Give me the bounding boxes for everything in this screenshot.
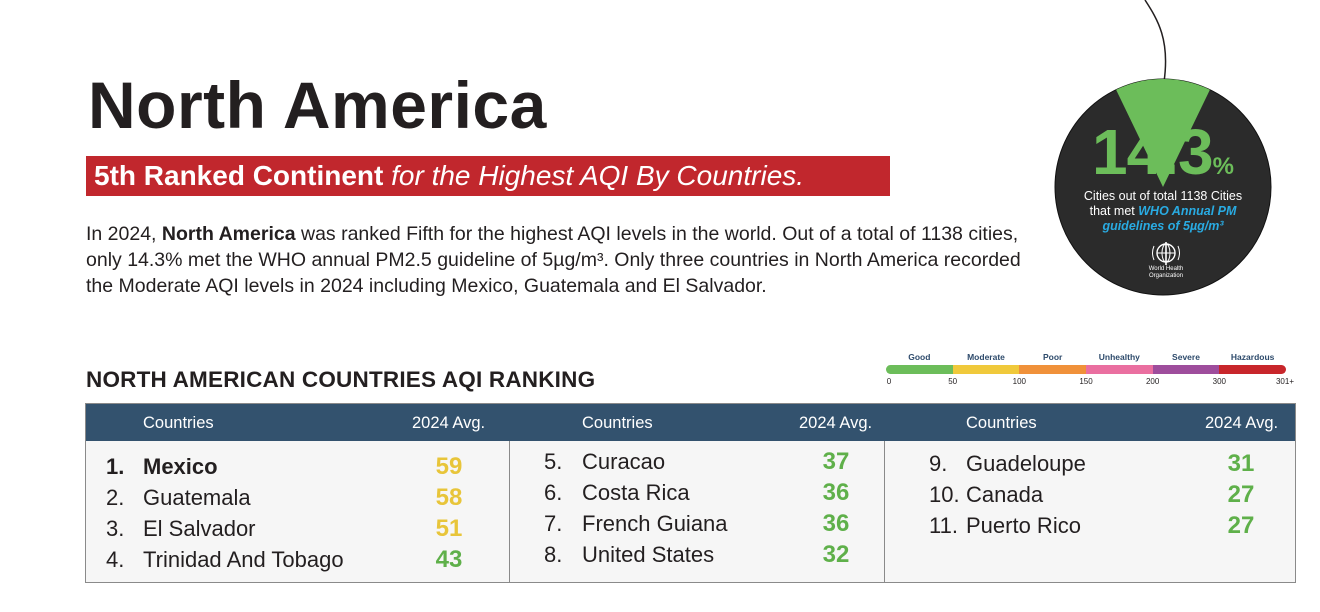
scale-tick: 150 [1079,377,1093,386]
country-name: Curacao [582,449,666,474]
rank-number: 4. [106,547,125,572]
country-name: El Salvador [143,516,256,541]
badge-percentage-unit: % [1212,153,1234,180]
intro-text: PM2.5 guideline of 5µg/m³ [375,249,604,271]
intro-highlight: North America [161,223,296,245]
scale-segment-unhealthy [1085,365,1153,374]
intro-text: was ranked Fifth for the highest AQI lev… [295,223,921,245]
scale-tick: 100 [1012,377,1027,386]
scale-tick: 200 [1145,377,1160,386]
aqi-value: 51 [435,515,463,542]
ranking-table: Countries 2024 Avg. Countries 2024 Avg. … [85,403,1296,583]
aqi-value: 32 [822,541,850,568]
intro-text: . Only three countries in North America … [86,249,1021,297]
country-name: Mexico [143,454,218,479]
badge-caption-line1: Cities out of total 1138 Cities [1083,189,1243,203]
aqi-value: 43 [435,546,463,573]
badge-percentage: 14.3% [1054,120,1272,184]
country-name: Puerto Rico [966,513,1081,538]
rank-number: 6. [544,480,563,505]
badge-caption-highlight: guidelines of 5µg/m³ [1102,219,1224,233]
aqi-value: 59 [435,453,463,480]
column-divider [509,441,510,583]
header-countries: Countries [143,414,214,432]
scale-tick: 300 [1212,377,1227,386]
aqi-value: 58 [435,484,463,511]
scale-segment-severe [1152,365,1220,374]
aqi-value: 31 [1227,450,1255,477]
aqi-value: 36 [822,510,850,537]
rank-number: 10. [929,482,960,507]
header-avg: 2024 Avg. [412,414,486,432]
scale-tick: 0 [886,377,892,386]
country-name: Guadeloupe [966,451,1086,476]
scale-label-unhealthy: Unhealthy [1098,352,1140,362]
rank-number: 9. [929,451,948,476]
aqi-value: 36 [822,479,850,506]
aqi-scale-bar [886,365,1286,374]
scale-segment-good [886,365,953,374]
aqi-value: 27 [1227,481,1255,508]
country-name: Trinidad And Tobago [143,547,344,572]
aqi-value: 37 [822,448,850,475]
who-logo-icon [1152,242,1180,265]
scale-tick: 301+ [1275,377,1295,386]
header-countries: Countries [582,414,653,432]
page-title: North America [88,68,547,142]
scale-tick: 50 [948,377,958,386]
scale-segment-poor [1019,365,1086,374]
intro-paragraph: In 2024, North America was ranked Fifth … [86,221,1026,299]
subtitle-banner: 5th Ranked Continent for the Highest AQI… [86,156,890,196]
rank-number: 2. [106,485,125,510]
rank-number: 11. [929,513,958,538]
country-name: French Guiana [582,511,728,536]
column-divider [884,441,885,583]
header-avg: 2024 Avg. [799,414,873,432]
badge-percentage-value: 14.3 [1092,116,1214,188]
scale-segment-moderate [952,365,1020,374]
intro-text: met the WHO annual [182,249,376,271]
intro-text: 14.3% [127,249,183,271]
badge-caption-line3: guidelines of 5µg/m³ [1054,219,1272,234]
scale-label-hazardous: Hazardous [1230,352,1275,362]
intro-text: In 2024, [86,223,162,245]
scale-label-good: Good [908,352,931,362]
country-name: Guatemala [143,485,251,510]
rank-number: 8. [544,542,563,567]
header-countries: Countries [966,414,1037,432]
scale-label-severe: Severe [1172,352,1200,362]
badge-caption-line2: that met WHO Annual PM [1054,204,1272,219]
country-name: United States [582,542,715,567]
header-avg: 2024 Avg. [1205,414,1279,432]
table-header: Countries 2024 Avg. Countries 2024 Avg. … [86,404,1295,441]
scale-segment-hazardous [1219,365,1286,374]
rank-number: 3. [106,516,125,541]
country-name: Costa Rica [582,480,690,505]
badge-caption-text: that met [1089,204,1139,218]
aqi-value: 27 [1227,512,1255,539]
ranking-section-title: NORTH AMERICAN COUNTRIES AQI RANKING [86,367,596,392]
subtitle-description: for the Highest AQI By Countries. [383,160,805,191]
rank-number: 1. [106,454,125,479]
badge-string [1144,0,1167,82]
who-logo-text: World Health Organization [1148,266,1184,279]
scale-label-moderate: Moderate [967,352,1005,362]
scale-label-poor: Poor [1042,352,1063,362]
subtitle-rank: 5th Ranked Continent [94,160,384,191]
rank-number: 7. [544,511,563,536]
rank-number: 5. [544,449,563,474]
cities-met-pie-badge [1054,78,1272,296]
badge-caption-highlight: WHO Annual PM [1138,204,1237,218]
intro-text: , only [86,223,1019,271]
intro-text: 1138 cities [920,223,1013,245]
country-name: Canada [966,482,1044,507]
